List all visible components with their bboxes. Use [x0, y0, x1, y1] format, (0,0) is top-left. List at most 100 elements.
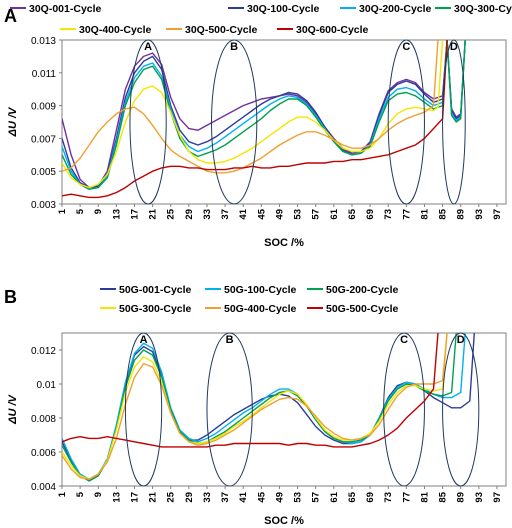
x-tick-label: 17: [129, 209, 140, 220]
x-axis-label: SOC /%: [264, 237, 304, 249]
series-line-50g-001-cycle: [62, 333, 475, 482]
legend-entry: 50G-200-Cycle: [307, 284, 399, 296]
legend-label: 50G-300-Cycle: [119, 303, 192, 315]
region-ellipse-a: [129, 39, 167, 205]
legend-entry: 30Q-600-Cycle: [277, 24, 369, 36]
x-tick-label: 5: [75, 208, 86, 214]
legend-label: 50G-100-Cycle: [224, 284, 297, 296]
legend-entry: 50G-001-Cycle: [100, 284, 192, 296]
y-tick-label: 0.006: [31, 448, 56, 459]
panel-label: A: [4, 6, 17, 26]
x-tick-label: 93: [474, 209, 485, 220]
legend-label: 30Q-300-Cycle: [454, 3, 512, 15]
x-tick-label: 29: [184, 209, 195, 220]
x-tick-label: 25: [166, 208, 177, 219]
x-tick-label: 77: [401, 209, 412, 220]
x-tick-label: 1: [57, 491, 68, 497]
y-tick-label: 0.013: [31, 36, 56, 47]
series-line-50g-200-cycle: [62, 333, 457, 482]
x-tick-label: 33: [202, 492, 213, 503]
x-tick-label: 37: [220, 492, 231, 503]
x-tick-label: 9: [93, 209, 104, 214]
x-tick-label: 53: [293, 492, 304, 503]
legend-entry: 30Q-001-Cycle: [10, 3, 102, 15]
region-label-c: C: [402, 41, 410, 53]
series-group: [62, 333, 475, 482]
y-tick-label: 0.004: [31, 482, 56, 493]
x-tick-label: 97: [492, 209, 503, 220]
x-tick-label: 81: [419, 491, 430, 502]
x-tick-label: 93: [474, 492, 485, 503]
legend-entry: 30Q-100-Cycle: [228, 3, 320, 15]
x-tick-label: 77: [401, 492, 412, 503]
x-tick-label: 61: [329, 208, 340, 219]
legend-label: 30Q-001-Cycle: [29, 3, 102, 15]
legend-label: 30Q-400-Cycle: [79, 24, 152, 36]
series-line-30q-400-cycle: [62, 40, 444, 189]
y-tick-label: 0.003: [31, 200, 56, 211]
x-tick-label: 49: [274, 209, 285, 220]
x-tick-label: 37: [220, 209, 231, 220]
x-tick-label: 13: [111, 492, 122, 503]
x-tick-label: 57: [311, 492, 322, 503]
region-label-b: B: [226, 334, 234, 346]
series-group: [62, 40, 466, 199]
region-ellipse-a: [124, 332, 163, 487]
region-ellipse-b: [206, 332, 253, 487]
x-tick-label: 97: [492, 492, 503, 503]
x-tick-label: 25: [166, 491, 177, 502]
region-ellipse-c: [387, 39, 425, 205]
legend-entry: 30Q-300-Cycle: [435, 3, 512, 15]
region-label-a: A: [140, 334, 148, 346]
plot-frame: [61, 39, 507, 205]
x-tick-label: 85: [438, 491, 449, 502]
legend-label: 50G-200-Cycle: [326, 284, 399, 296]
x-tick-label: 65: [347, 491, 358, 502]
legend-entry: 50G-100-Cycle: [205, 284, 297, 296]
legend-entry: 50G-300-Cycle: [100, 303, 192, 315]
legend-label: 30Q-100-Cycle: [247, 3, 320, 15]
x-tick-label: 1: [57, 208, 68, 214]
series-line-50g-500-cycle: [62, 333, 439, 448]
y-tick-label: 0.005: [31, 167, 56, 178]
legend-entry: 50G-400-Cycle: [205, 303, 297, 315]
series-line-30q-500-cycle: [62, 40, 439, 174]
series-line-30q-300-cycle: [62, 40, 466, 190]
x-tick-label: 69: [365, 209, 376, 220]
region-label-a: A: [144, 41, 152, 53]
x-tick-label: 73: [383, 209, 394, 220]
x-tick-label: 9: [93, 492, 104, 497]
panel-label: B: [4, 287, 17, 307]
y-tick-label: 0.011: [32, 69, 57, 80]
chart-panel-b: B 0.004 0.006 0.008 0.01 0.012 1 5 9 13 17 21 25 29 33…: [4, 284, 507, 527]
legend-entry: 50G-500-Cycle: [307, 303, 399, 315]
y-axis-label: ΔU /V: [7, 393, 19, 424]
x-tick-label: 41: [238, 208, 249, 219]
legend-label: 50G-001-Cycle: [119, 284, 192, 296]
region-label-b: B: [230, 41, 238, 53]
x-tick-label: 21: [148, 491, 159, 502]
x-tick-label: 45: [256, 491, 267, 502]
x-tick-label: 21: [148, 208, 159, 219]
x-tick-label: 13: [111, 209, 122, 220]
x-tick-label: 57: [311, 209, 322, 220]
legend-entry: 30Q-400-Cycle: [60, 24, 152, 36]
legend-entry: 30Q-200-Cycle: [340, 3, 432, 15]
x-axis-label: SOC /%: [264, 515, 304, 527]
x-tick-label: 73: [383, 492, 394, 503]
series-line-30q-200-cycle: [62, 40, 466, 190]
plot-frame: [61, 332, 507, 487]
series-line-30q-600-cycle: [62, 40, 448, 199]
x-tick-label: 41: [238, 491, 249, 502]
x-tick-label: 49: [274, 492, 285, 503]
legend-entry: 30Q-500-Cycle: [166, 24, 258, 36]
legend-label: 30Q-600-Cycle: [296, 24, 369, 36]
y-tick-label: 0.007: [31, 134, 56, 145]
x-tick-label: 85: [438, 208, 449, 219]
y-tick-label: 0.008: [31, 414, 56, 425]
x-tick-label: 65: [347, 208, 358, 219]
region-label-d: D: [450, 41, 458, 53]
region-label-d: D: [457, 334, 465, 346]
x-tick-label: 29: [184, 492, 195, 503]
